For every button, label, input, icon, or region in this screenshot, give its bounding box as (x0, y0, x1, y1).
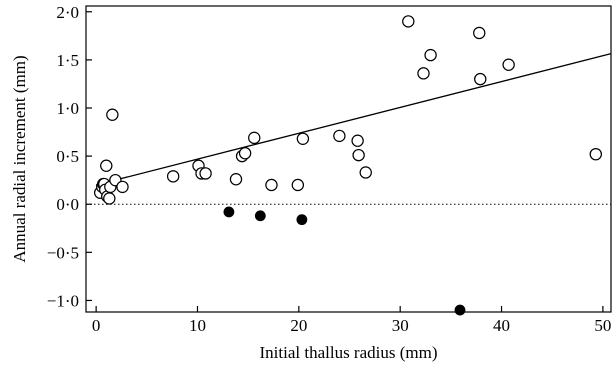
y-tick-label: 0·0 (56, 195, 79, 214)
open-point-24 (351, 134, 364, 147)
filled-point-1 (254, 210, 266, 222)
x-tick-label: 40 (493, 316, 510, 335)
open-point-18 (238, 147, 252, 160)
x-tick-label: 20 (290, 316, 307, 335)
y-axis-title: Annual radial increment (mm) (10, 55, 29, 262)
open-point-15 (199, 167, 212, 180)
open-point-29 (424, 48, 437, 62)
open-point-5 (100, 159, 113, 172)
y-tick-label: 1·0 (56, 99, 79, 118)
open-point-7 (103, 192, 116, 205)
x-tick-label: 0 (92, 316, 101, 335)
y-tick-label: −0·5 (47, 243, 79, 262)
axes-layer: 0 10 20 30 40 50 2·0 1·5 1·0 0·5 0·0 −0·5 −1·0 (47, 3, 612, 335)
open-point-22 (296, 132, 310, 145)
open-point-21 (291, 178, 305, 192)
points-layer (93, 15, 602, 316)
open-point-20 (265, 178, 278, 192)
plot-frame (85, 5, 612, 313)
open-point-26 (359, 166, 372, 179)
filled-point-2 (296, 214, 308, 226)
open-point-28 (417, 67, 430, 80)
y-tick-label: 0·5 (56, 147, 79, 166)
open-point-19 (248, 131, 261, 145)
filled-point-3 (454, 304, 466, 316)
open-point-27 (402, 15, 415, 28)
filled-point-0 (223, 206, 235, 218)
x-axis-title: Initial thallus radius (mm) (260, 343, 438, 362)
y-tick-label: 1·5 (56, 51, 79, 70)
open-point-12 (166, 170, 180, 183)
open-point-9 (106, 108, 119, 121)
x-tick-label: 10 (189, 316, 206, 335)
regression-line (95, 53, 612, 186)
open-point-11 (116, 180, 129, 194)
regression-layer (95, 53, 612, 186)
open-point-23 (333, 129, 346, 143)
open-point-30 (473, 26, 486, 40)
open-point-16 (229, 173, 243, 186)
x-tick-label: 50 (594, 316, 611, 335)
y-tick-label: 2·0 (56, 3, 79, 22)
y-tick-label: −1·0 (47, 291, 79, 310)
open-point-33 (589, 147, 602, 161)
open-point-31 (474, 72, 487, 86)
open-point-32 (502, 58, 515, 71)
x-tick-label: 30 (392, 316, 409, 335)
open-point-25 (352, 148, 365, 162)
